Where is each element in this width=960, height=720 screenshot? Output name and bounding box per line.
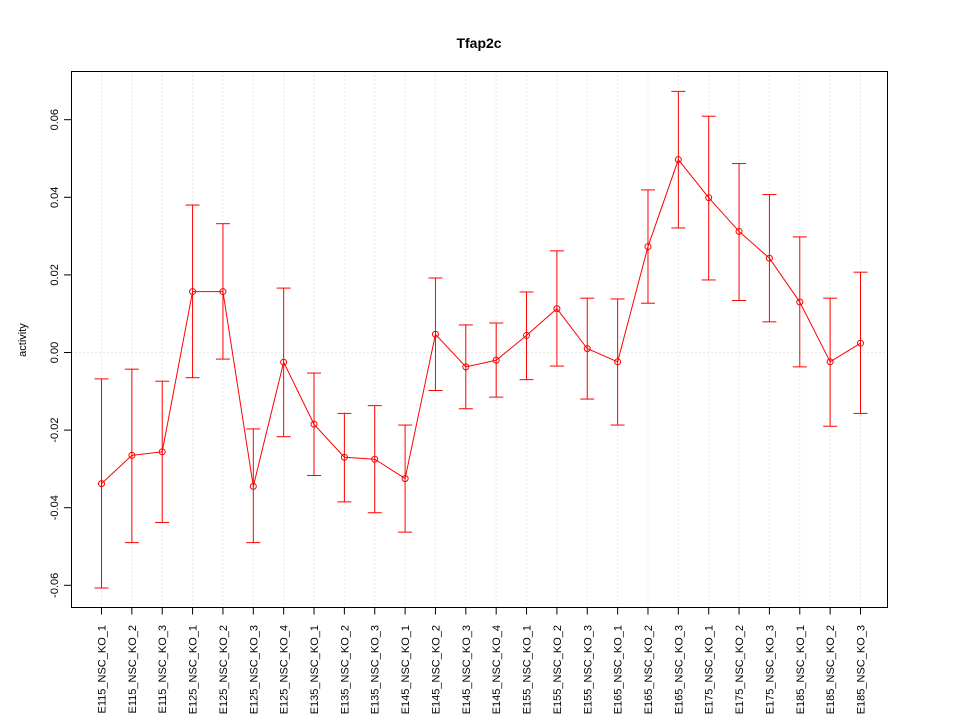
x-tick-label: E115_NSC_KO_2 xyxy=(127,625,139,713)
data-point xyxy=(189,288,197,296)
data-point xyxy=(826,358,834,366)
data-point xyxy=(583,345,591,353)
y-tick-label: -0.04 xyxy=(49,495,61,520)
data-point xyxy=(492,356,500,364)
x-tick-label: E125_NSC_KO_2 xyxy=(218,625,230,714)
series-line xyxy=(101,158,861,487)
y-tick-label: -0.06 xyxy=(49,573,61,598)
data-point xyxy=(462,363,470,371)
data-point xyxy=(158,448,166,456)
y-axis-label: activity xyxy=(17,323,29,357)
x-tick-label: E115_NSC_KO_3 xyxy=(157,625,169,713)
data-point xyxy=(310,420,318,428)
chart-title: Tfap2c xyxy=(456,35,501,51)
y-tick-label: 0.02 xyxy=(49,264,61,285)
x-tick-label: E165_NSC_KO_3 xyxy=(673,625,685,714)
x-tick-label: E185_NSC_KO_3 xyxy=(856,625,868,714)
x-tick-label: E145_NSC_KO_2 xyxy=(430,625,442,714)
data-point xyxy=(249,482,257,490)
x-tick-label: E165_NSC_KO_1 xyxy=(613,625,625,714)
x-tick-label: E175_NSC_KO_2 xyxy=(734,625,746,714)
x-tick-label: E185_NSC_KO_2 xyxy=(825,625,837,714)
data-point xyxy=(674,156,682,164)
data-point xyxy=(280,358,288,366)
x-tick-label: E145_NSC_KO_3 xyxy=(461,625,473,714)
data-series xyxy=(94,90,868,589)
x-tick-label: E125_NSC_KO_4 xyxy=(279,625,291,714)
x-tick-label: E135_NSC_KO_1 xyxy=(309,625,321,714)
x-tick-label: E165_NSC_KO_2 xyxy=(643,625,655,714)
data-point xyxy=(98,480,105,488)
data-point xyxy=(340,453,348,461)
data-point xyxy=(431,330,439,338)
x-tick-label: E155_NSC_KO_1 xyxy=(522,625,534,714)
x-tick-label: E125_NSC_KO_1 xyxy=(188,625,200,714)
data-point xyxy=(644,243,652,251)
data-point xyxy=(796,298,804,306)
data-point xyxy=(553,305,561,313)
data-point xyxy=(705,194,713,202)
y-tick-label: -0.02 xyxy=(49,418,61,443)
x-tick-label: E175_NSC_KO_3 xyxy=(764,625,776,714)
data-point xyxy=(401,475,409,483)
grid-lines xyxy=(71,71,888,608)
x-tick-label: E185_NSC_KO_1 xyxy=(795,625,807,714)
x-tick-label: E135_NSC_KO_3 xyxy=(370,625,382,714)
data-point xyxy=(523,331,531,339)
plot-frame xyxy=(71,71,888,608)
data-point xyxy=(765,254,773,262)
x-tick-label: E155_NSC_KO_2 xyxy=(552,625,564,714)
x-tick-label: E145_NSC_KO_4 xyxy=(491,625,503,714)
x-tick-label: E115_NSC_KO_1 xyxy=(97,625,109,713)
x-tick-label: E155_NSC_KO_3 xyxy=(582,625,594,714)
axes: -0.06 -0.04 -0.02 0.00 0.02 0.04 0.06 E115_NSC_… xyxy=(49,109,868,714)
x-tick-label: E135_NSC_KO_2 xyxy=(339,625,351,714)
data-point xyxy=(614,358,622,366)
x-tick-label: E125_NSC_KO_3 xyxy=(248,625,260,714)
x-tick-label: E145_NSC_KO_1 xyxy=(400,625,412,714)
data-point xyxy=(735,227,743,235)
y-tick-label: 0.00 xyxy=(49,342,61,363)
data-point xyxy=(128,451,136,459)
data-point xyxy=(371,455,379,463)
data-point xyxy=(857,339,864,347)
data-point xyxy=(219,288,227,296)
y-tick-label: 0.06 xyxy=(49,109,61,130)
y-tick-label: 0.04 xyxy=(49,187,61,208)
x-tick-label: E175_NSC_KO_1 xyxy=(704,625,716,714)
